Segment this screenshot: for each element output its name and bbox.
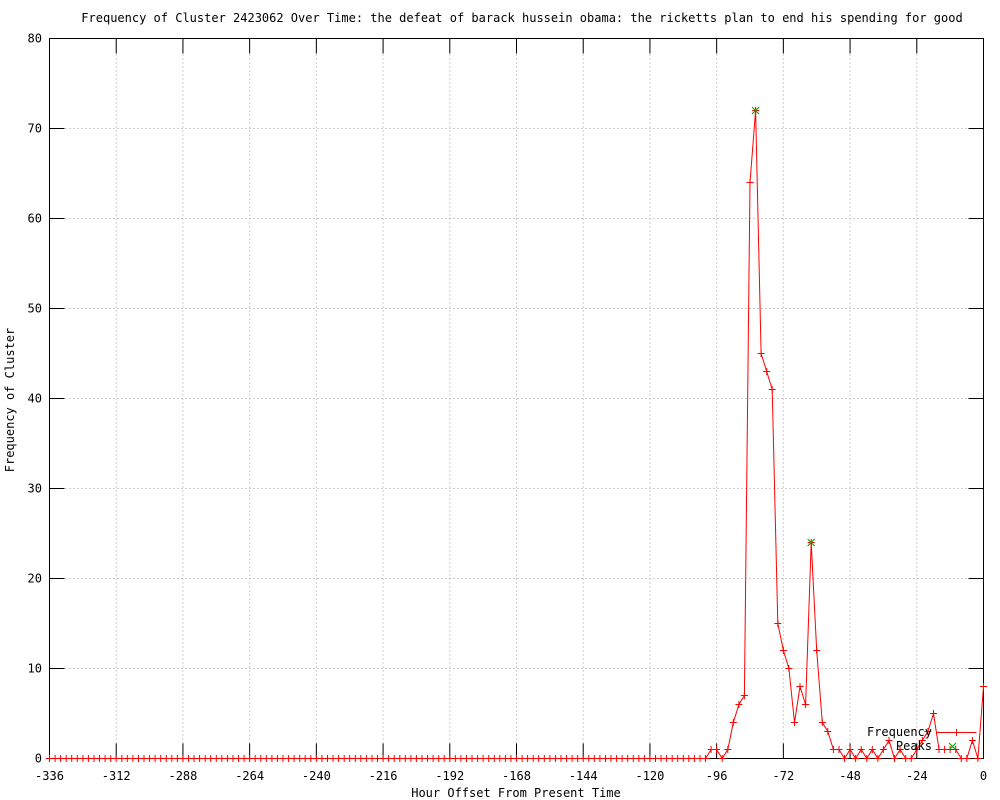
x-tick-label: -144 [569, 769, 598, 783]
x-tick-label: -240 [302, 769, 331, 783]
legend-label-frequency: Frequency [867, 725, 932, 739]
peak-marker [751, 106, 760, 115]
x-tick-label: 0 [980, 769, 987, 783]
x-axis-label: Hour Offset From Present Time [411, 786, 621, 800]
y-tick-label: 40 [28, 392, 42, 406]
x-tick-label: -96 [706, 769, 728, 783]
x-tick-label: -336 [35, 769, 64, 783]
legend-frequency-plus-marker [953, 729, 960, 736]
legend-peaks-cross-marker [948, 742, 957, 751]
y-tick-label: 70 [28, 122, 42, 136]
x-tick-label: -24 [906, 769, 928, 783]
y-tick-label: 50 [28, 302, 42, 316]
legend-label-peaks: Peaks [896, 739, 932, 753]
y-tick-label: 60 [28, 212, 42, 226]
y-tick-label: 20 [28, 572, 42, 586]
x-tick-label: -120 [635, 769, 664, 783]
y-tick-label: 0 [35, 752, 42, 766]
y-axis-label: Frequency of Cluster [3, 328, 17, 473]
y-tick-label: 30 [28, 482, 42, 496]
x-tick-label: -48 [839, 769, 861, 783]
x-tick-label: -288 [168, 769, 197, 783]
y-tick-label: 80 [28, 32, 42, 46]
peak-marker [807, 538, 816, 547]
frequency-point-markers [46, 107, 987, 762]
x-tick-label: -264 [235, 769, 264, 783]
tick-labels: -336 -312 -288 -264 -240 -216 -192 -168 -144 -120… [28, 32, 988, 784]
data-series [46, 106, 987, 762]
x-tick-label: -72 [773, 769, 795, 783]
x-tick-label: -216 [369, 769, 398, 783]
x-tick-label: -312 [102, 769, 131, 783]
y-tick-label: 10 [28, 662, 42, 676]
chart-title: Frequency of Cluster 2423062 Over Time: … [81, 11, 962, 25]
grid-lines [49, 38, 984, 759]
legend-samples [936, 729, 977, 751]
x-tick-label: -168 [502, 769, 531, 783]
legend: Frequency Peaks [867, 725, 977, 753]
x-tick-label: -192 [435, 769, 464, 783]
